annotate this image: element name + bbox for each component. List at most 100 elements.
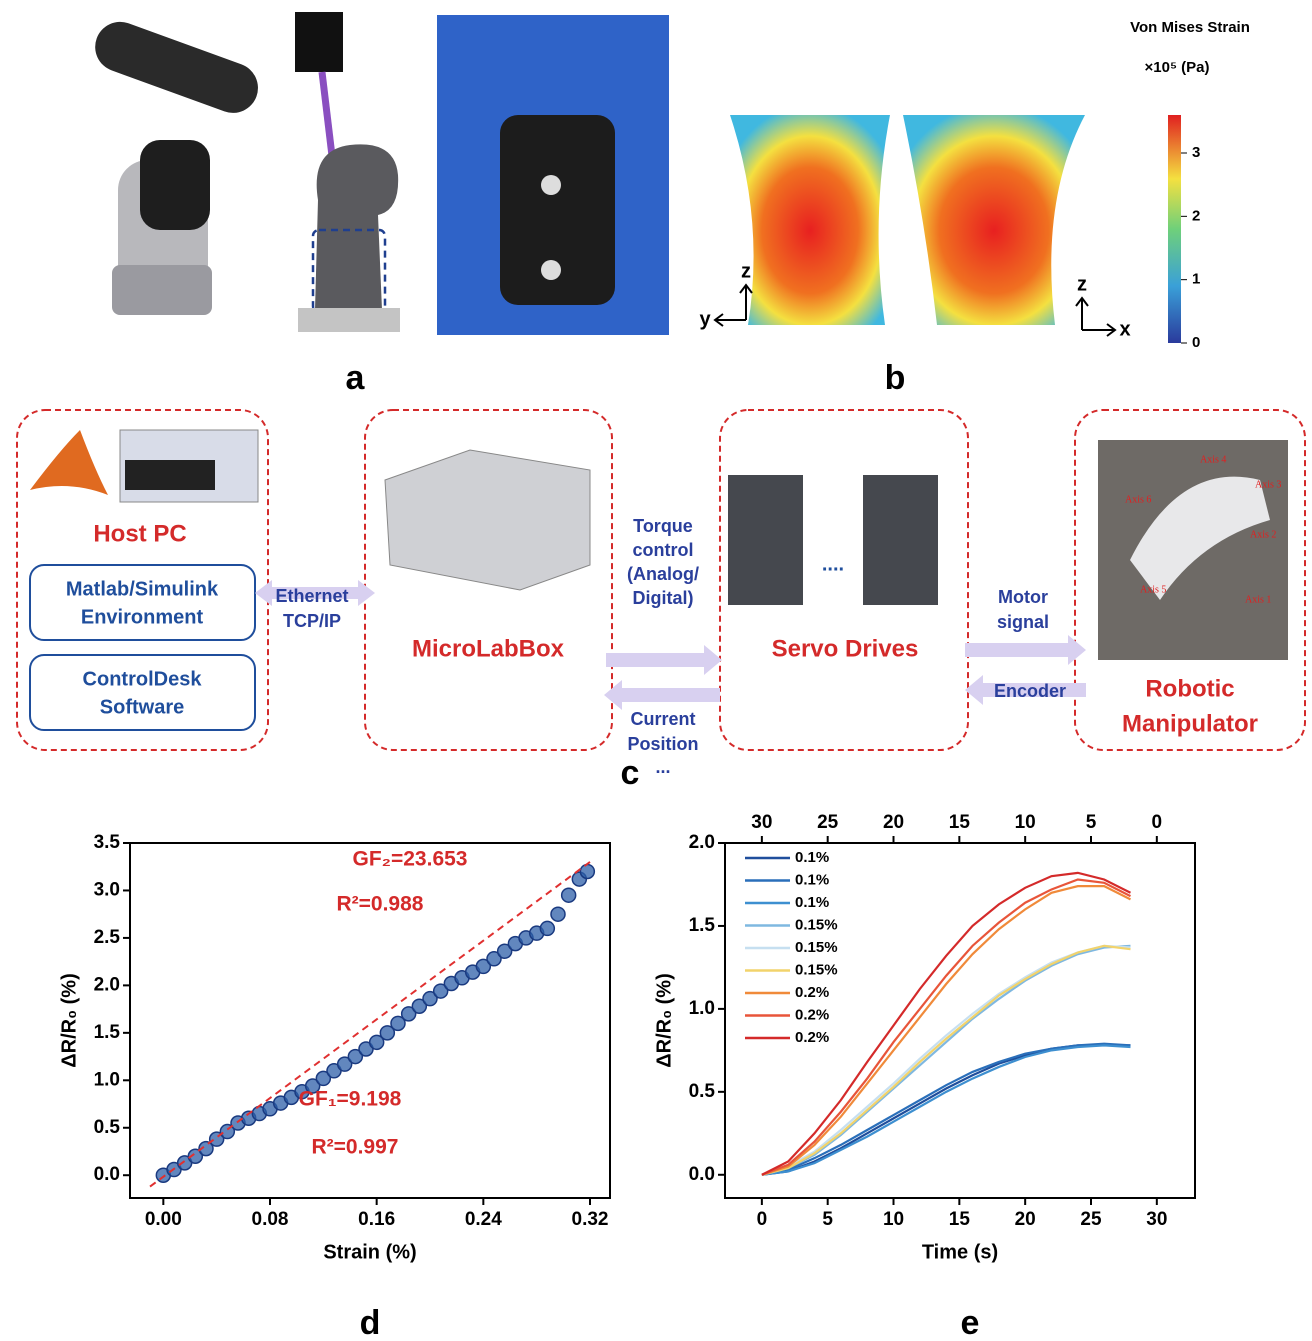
colorbar-tick-label: 3 xyxy=(1192,144,1200,161)
link-label: Position xyxy=(628,734,699,754)
panel-label: b xyxy=(885,359,906,397)
point xyxy=(580,864,594,878)
link-label: Encoder xyxy=(994,681,1066,701)
x2-tick-label: 0 xyxy=(1152,812,1163,833)
legend-label: 0.2% xyxy=(795,1006,829,1023)
series-line xyxy=(762,1044,1131,1175)
x-tick-label: 30 xyxy=(1146,1209,1167,1230)
colorbar xyxy=(1168,115,1181,343)
y-tick-label: 1.5 xyxy=(689,915,716,936)
link-label: Current xyxy=(630,709,695,729)
legend-label: 0.1% xyxy=(795,871,829,888)
axis-tag: Axis 1 xyxy=(1245,594,1271,605)
axis-letter: y xyxy=(699,308,711,330)
annotation: R²=0.988 xyxy=(337,893,424,916)
x2-tick-label: 25 xyxy=(817,812,839,833)
page: {"panel_labels":["a","b","c","d","e"], "… xyxy=(0,0,1312,1341)
point xyxy=(551,907,565,921)
y-tick-label: 3.5 xyxy=(94,832,121,853)
node-title: Robotic xyxy=(1145,675,1234,702)
colorbar-tick-label: 2 xyxy=(1192,207,1200,224)
axis-tag: Axis 5 xyxy=(1140,584,1166,595)
axis-tag: Axis 6 xyxy=(1125,494,1151,505)
panel-label: d xyxy=(360,1304,381,1341)
x-tick-label: 0.08 xyxy=(252,1209,289,1230)
axis-tag: Axis 4 xyxy=(1200,454,1226,465)
legend-label: 0.1% xyxy=(795,849,829,866)
annotation: GF₂=23.653 xyxy=(353,848,468,871)
node-title: MicroLabBox xyxy=(412,635,565,662)
link-label: Ethernet xyxy=(275,586,348,606)
x-tick-label: 0.24 xyxy=(465,1209,502,1230)
point xyxy=(562,888,576,902)
robot-photo xyxy=(88,12,400,332)
node-title: Host PC xyxy=(93,520,186,547)
series-line xyxy=(762,946,1131,1175)
y-tick-label: 0.5 xyxy=(94,1117,121,1138)
point xyxy=(540,921,554,935)
node-item: Software xyxy=(100,696,184,718)
y-tick-label: 1.0 xyxy=(689,998,715,1019)
y-tick-label: 2.5 xyxy=(94,927,121,948)
axis-letter: z xyxy=(1077,273,1087,295)
x2-tick-label: 20 xyxy=(883,812,904,833)
legend-label: 0.2% xyxy=(795,1029,829,1046)
link-label: Motor xyxy=(998,587,1048,607)
x-tick-label: 25 xyxy=(1080,1209,1102,1230)
link-label: Digital) xyxy=(633,588,694,608)
x-tick-label: 0 xyxy=(757,1209,768,1230)
x2-tick-label: 15 xyxy=(949,812,971,833)
y-tick-label: 0.5 xyxy=(689,1081,716,1102)
y-tick-label: 0.0 xyxy=(689,1164,715,1185)
axis-tag: Axis 2 xyxy=(1250,529,1276,540)
x-axis-label: Time (s) xyxy=(922,1241,998,1263)
y-tick-label: 0.0 xyxy=(94,1164,120,1185)
axis-letter: x xyxy=(1119,318,1130,340)
x-tick-label: 5 xyxy=(822,1209,833,1230)
series-line xyxy=(762,1045,1131,1174)
panel-label: a xyxy=(346,359,366,397)
legend-label: 0.15% xyxy=(795,939,838,956)
figure: a b c d e Von Mises Strain ×10⁵ (Pa) 0 1 2 3 z y z x Ho… xyxy=(0,0,1312,1341)
series-line xyxy=(762,946,1131,1175)
panel-label: e xyxy=(961,1304,980,1341)
axis-letter: z xyxy=(741,260,751,282)
legend-label: 0.2% xyxy=(795,984,829,1001)
legend-label: 0.15% xyxy=(795,916,838,933)
node-item: Matlab/Simulink xyxy=(66,578,219,600)
strain-map xyxy=(730,115,890,325)
annotation: R²=0.997 xyxy=(312,1136,399,1159)
annotation: GF₁=9.198 xyxy=(299,1088,402,1111)
colorbar-unit: ×10⁵ (Pa) xyxy=(1145,59,1210,76)
sensor-photo xyxy=(437,15,669,335)
x2-tick-label: 5 xyxy=(1086,812,1097,833)
node-item: Environment xyxy=(81,606,204,628)
x2-tick-label: 10 xyxy=(1015,812,1036,833)
axis-tag: Axis 3 xyxy=(1255,479,1281,490)
y-axis-label: ΔR/R₀ (%) xyxy=(653,973,675,1068)
panel-label: c xyxy=(621,754,640,792)
y-tick-label: 1.0 xyxy=(94,1069,120,1090)
y-tick-label: 1.5 xyxy=(94,1022,121,1043)
node-item: ControlDesk xyxy=(83,668,203,690)
x-tick-label: 0.32 xyxy=(572,1209,609,1230)
node-title: Manipulator xyxy=(1122,710,1258,737)
link-label: control xyxy=(633,540,694,560)
node-title: Servo Drives xyxy=(772,635,919,662)
link-label: signal xyxy=(997,612,1049,632)
series-line xyxy=(762,1045,1131,1174)
colorbar-title: Von Mises Strain xyxy=(1130,19,1250,36)
legend-label: 0.15% xyxy=(795,961,838,978)
x-tick-label: 0.00 xyxy=(145,1209,182,1230)
colorbar-tick-label: 1 xyxy=(1192,271,1200,288)
x-axis-label: Strain (%) xyxy=(323,1241,416,1263)
ellipsis: .... xyxy=(822,553,844,575)
y-tick-label: 2.0 xyxy=(94,974,120,995)
y-tick-label: 3.0 xyxy=(94,879,120,900)
y-axis-label: ΔR/R₀ (%) xyxy=(58,973,80,1068)
y-tick-label: 2.0 xyxy=(689,832,715,853)
link-label: TCP/IP xyxy=(283,611,341,631)
x2-tick-label: 30 xyxy=(751,812,772,833)
link-label: (Analog/ xyxy=(627,564,699,584)
colorbar-tick-label: 0 xyxy=(1192,334,1200,351)
